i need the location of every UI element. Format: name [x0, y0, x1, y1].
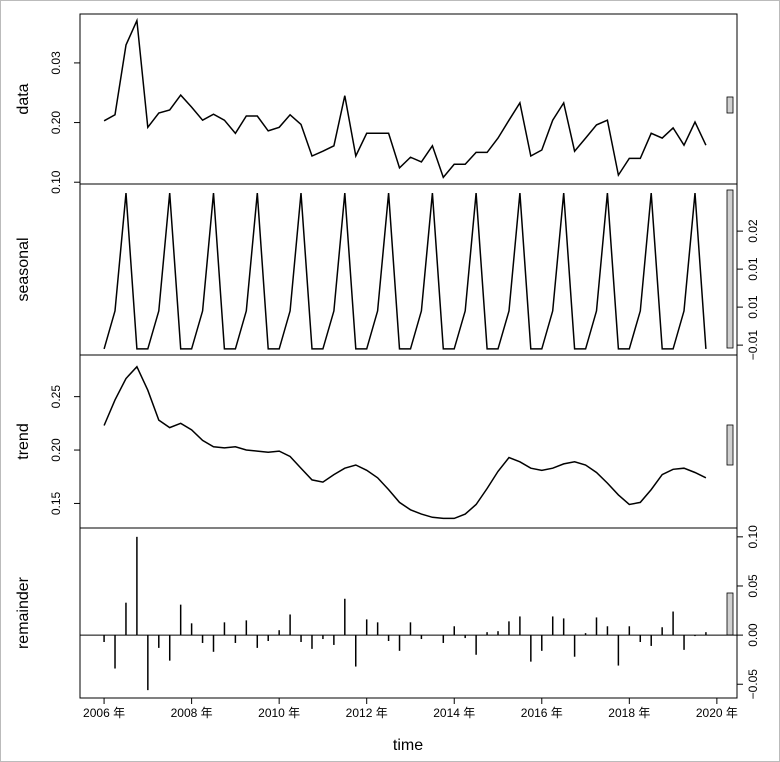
- x-tick-label: 2014 年: [433, 706, 475, 720]
- y-axis-label: data: [15, 83, 32, 114]
- y-axis-label: trend: [15, 423, 32, 459]
- y-tick-label: 0.00: [746, 623, 760, 647]
- x-tick-label: 2008 年: [171, 706, 213, 720]
- data-line: [103, 193, 707, 350]
- data-line: [103, 17, 707, 179]
- y-tick-label: 0.05: [746, 574, 760, 598]
- y-tick-label: 0.03: [49, 51, 63, 75]
- y-tick-label: 0.20: [49, 111, 63, 135]
- y-tick-label: 0.25: [49, 385, 63, 409]
- y-tick-label: 0.10: [49, 170, 63, 194]
- x-tick-label: 2012 年: [346, 706, 388, 720]
- scale-bar: [726, 96, 734, 114]
- scale-bar: [726, 424, 734, 466]
- x-tick-label: 2020 年: [696, 706, 738, 720]
- y-tick-label: 0.15: [49, 491, 63, 515]
- y-axis-label: remainder: [15, 576, 32, 649]
- y-tick-label: 0.02: [746, 219, 760, 243]
- x-tick-label: 2016 年: [521, 706, 563, 720]
- scale-bar: [726, 189, 734, 349]
- x-tick-label: 2006 年: [83, 706, 125, 720]
- y-tick-label: 0.20: [49, 438, 63, 462]
- y-tick-label: 0.01: [746, 295, 760, 319]
- y-tick-label: −0.05: [746, 669, 760, 700]
- scale-bar: [726, 592, 734, 636]
- x-tick-label: 2018 年: [608, 706, 650, 720]
- x-tick-label: 2010 年: [258, 706, 300, 720]
- panel-box: [79, 527, 738, 699]
- y-tick-label: −0.01: [746, 330, 760, 361]
- x-axis-label: time: [393, 737, 423, 754]
- y-tick-label: 0.01: [746, 257, 760, 281]
- data-line: [103, 365, 707, 520]
- y-tick-label: 0.10: [746, 525, 760, 549]
- y-axis-label: seasonal: [15, 237, 32, 301]
